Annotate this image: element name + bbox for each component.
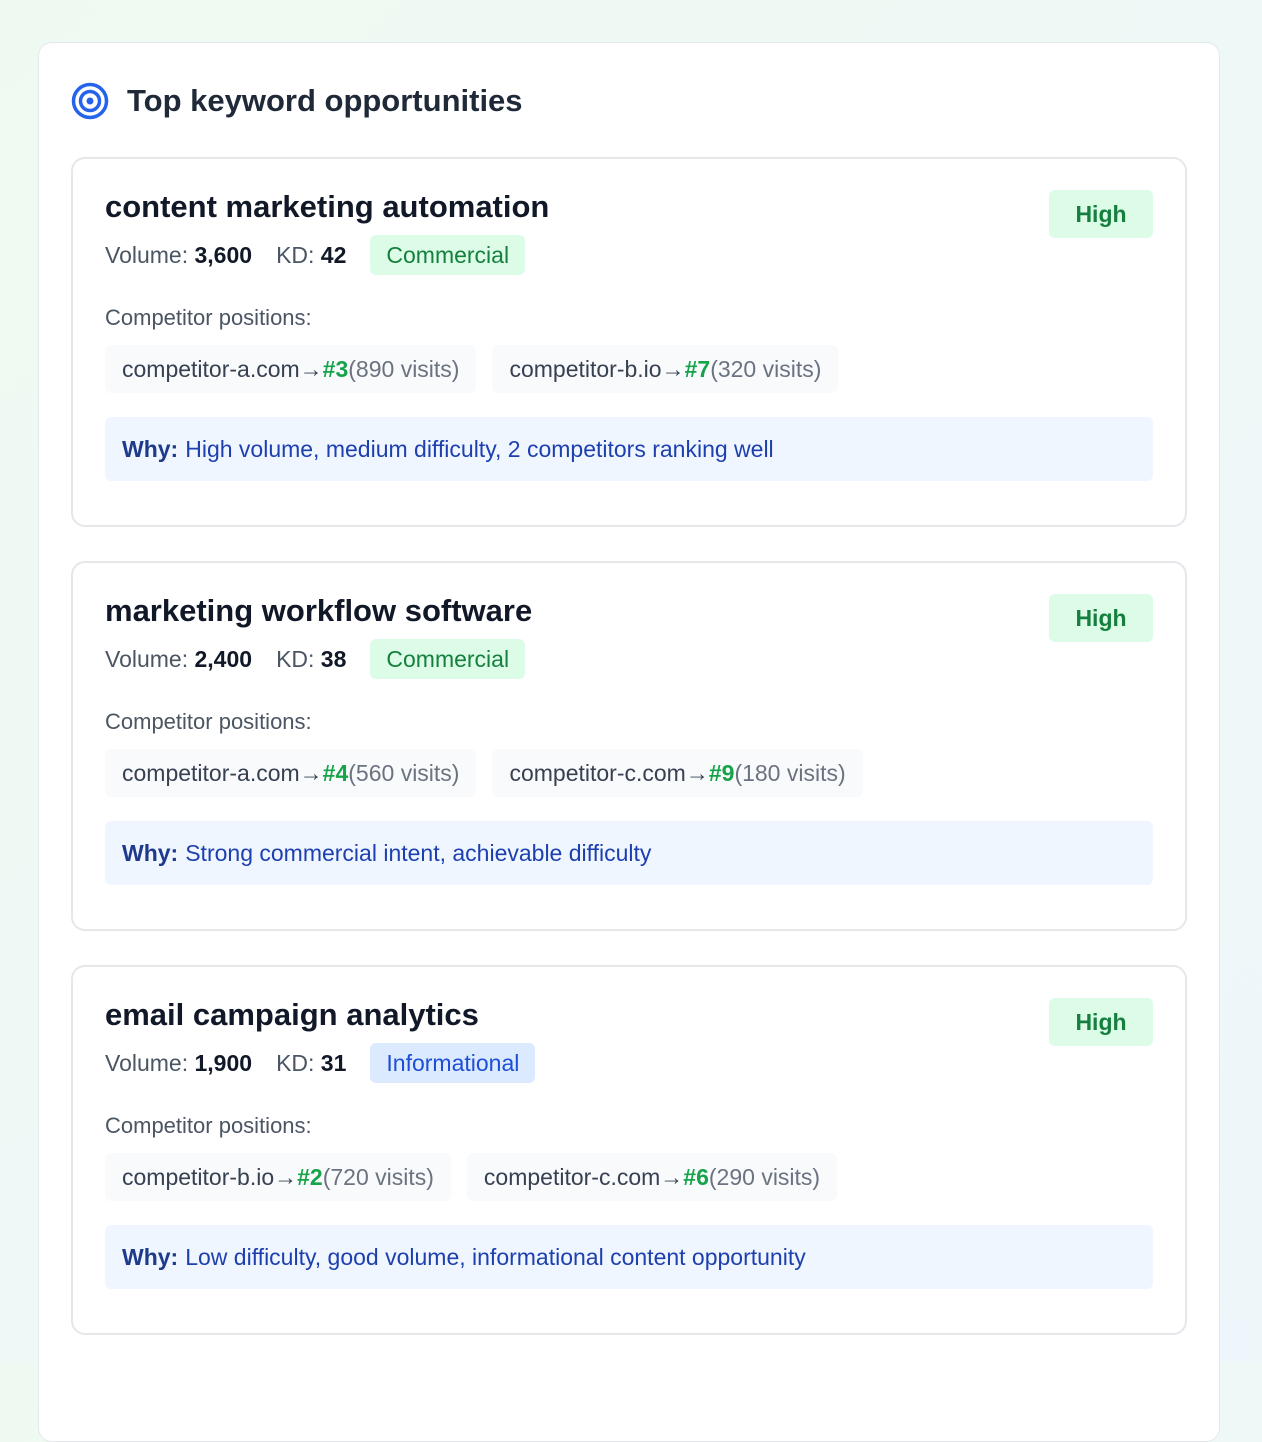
kd-value: 31	[320, 1049, 347, 1076]
why-text: Strong commercial intent, achievable dif…	[185, 839, 652, 866]
competitor-positions-label: Competitor positions:	[105, 305, 312, 330]
why-label: Why:	[122, 839, 179, 866]
intent-badge: Informational	[370, 1043, 536, 1083]
keyword-opportunities-panel: Top keyword opportunities content market…	[38, 42, 1220, 1442]
volume-value: 2,400	[194, 645, 253, 672]
intent-badge: Commercial	[370, 235, 526, 275]
competitor-chip: competitor-c.com → #6 (290 visits)	[466, 1153, 838, 1201]
keyword-title: content marketing automation	[105, 189, 550, 224]
kd-value: 38	[320, 645, 347, 672]
competitor-rank: #9	[708, 759, 735, 786]
arrow-icon: →	[685, 759, 709, 786]
why-text: Low difficulty, good volume, information…	[185, 1243, 806, 1270]
keyword-metrics: Volume: 1,900 KD: 31 Informational	[105, 1043, 1153, 1083]
why-label: Why:	[122, 1243, 179, 1270]
priority-badge: High	[1049, 998, 1153, 1046]
competitor-visits: (290 visits)	[708, 1163, 821, 1190]
keyword-metrics: Volume: 3,600 KD: 42 Commercial	[105, 235, 1153, 275]
volume-label: Volume:	[105, 241, 189, 268]
competitor-rank: #3	[322, 355, 349, 382]
competitor-visits: (180 visits)	[734, 759, 846, 786]
why-box: Why: Low difficulty, good volume, informa…	[105, 1225, 1153, 1289]
competitor-domain: competitor-b.io	[509, 355, 662, 382]
keyword-title: email campaign analytics	[105, 997, 479, 1032]
target-icon	[71, 82, 109, 120]
kd-label: KD:	[276, 241, 315, 268]
arrow-icon: →	[660, 1163, 684, 1190]
competitor-list: competitor-b.io → #2 (720 visits) competi…	[105, 1153, 1153, 1201]
competitor-visits: (720 visits)	[322, 1163, 434, 1190]
priority-badge: High	[1049, 190, 1153, 238]
volume-label: Volume:	[105, 1049, 189, 1076]
why-text: High volume, medium difficulty, 2 compet…	[185, 435, 774, 462]
competitor-chip: competitor-b.io → #7 (320 visits)	[492, 345, 839, 393]
keyword-metrics: Volume: 2,400 KD: 38 Commercial	[105, 639, 1153, 679]
competitor-chip: competitor-a.com → #4 (560 visits)	[105, 749, 477, 797]
competitor-chip: competitor-c.com → #9 (180 visits)	[492, 749, 863, 797]
why-box: Why: High volume, medium difficulty, 2 co…	[105, 417, 1153, 481]
kd-label: KD:	[276, 645, 315, 672]
competitor-visits: (560 visits)	[348, 759, 460, 786]
arrow-icon: →	[274, 1163, 298, 1190]
competitor-positions-label: Competitor positions:	[105, 709, 312, 734]
why-label: Why:	[122, 435, 179, 462]
volume-label: Volume:	[105, 645, 189, 672]
panel-title: Top keyword opportunities	[127, 83, 523, 118]
competitor-list: competitor-a.com → #4 (560 visits) compet…	[105, 749, 1153, 797]
competitor-rank: #4	[322, 759, 349, 786]
keyword-card[interactable]: content marketing automation High Volume…	[71, 157, 1187, 527]
competitor-domain: competitor-a.com	[122, 355, 300, 382]
competitor-rank: #7	[684, 355, 711, 382]
why-box: Why: Strong commercial intent, achievable…	[105, 821, 1153, 885]
competitor-domain: competitor-b.io	[122, 1163, 275, 1190]
competitor-domain: competitor-c.com	[483, 1163, 661, 1190]
competitor-visits: (890 visits)	[348, 355, 460, 382]
competitor-chip: competitor-a.com → #3 (890 visits)	[105, 345, 477, 393]
competitor-chip: competitor-b.io → #2 (720 visits)	[105, 1153, 451, 1201]
arrow-icon: →	[661, 355, 685, 382]
intent-badge: Commercial	[370, 639, 526, 679]
kd-value: 42	[320, 241, 347, 268]
kd-label: KD:	[276, 1049, 315, 1076]
arrow-icon: →	[299, 355, 323, 382]
competitor-positions-label: Competitor positions:	[105, 1113, 312, 1138]
arrow-icon: →	[299, 759, 323, 786]
keyword-title: marketing workflow software	[105, 593, 533, 628]
keyword-card[interactable]: marketing workflow software High Volume:…	[71, 561, 1187, 931]
competitor-domain: competitor-a.com	[122, 759, 300, 786]
volume-value: 1,900	[194, 1049, 253, 1076]
competitor-list: competitor-a.com → #3 (890 visits) compet…	[105, 345, 1153, 393]
competitor-rank: #6	[683, 1163, 709, 1190]
competitor-domain: competitor-c.com	[509, 759, 686, 786]
priority-badge: High	[1049, 594, 1153, 642]
volume-value: 3,600	[194, 241, 253, 268]
panel-header: Top keyword opportunities	[71, 43, 1187, 157]
competitor-rank: #2	[297, 1163, 323, 1190]
competitor-visits: (320 visits)	[710, 355, 822, 382]
keyword-card[interactable]: email campaign analytics High Volume: 1,…	[71, 965, 1187, 1335]
